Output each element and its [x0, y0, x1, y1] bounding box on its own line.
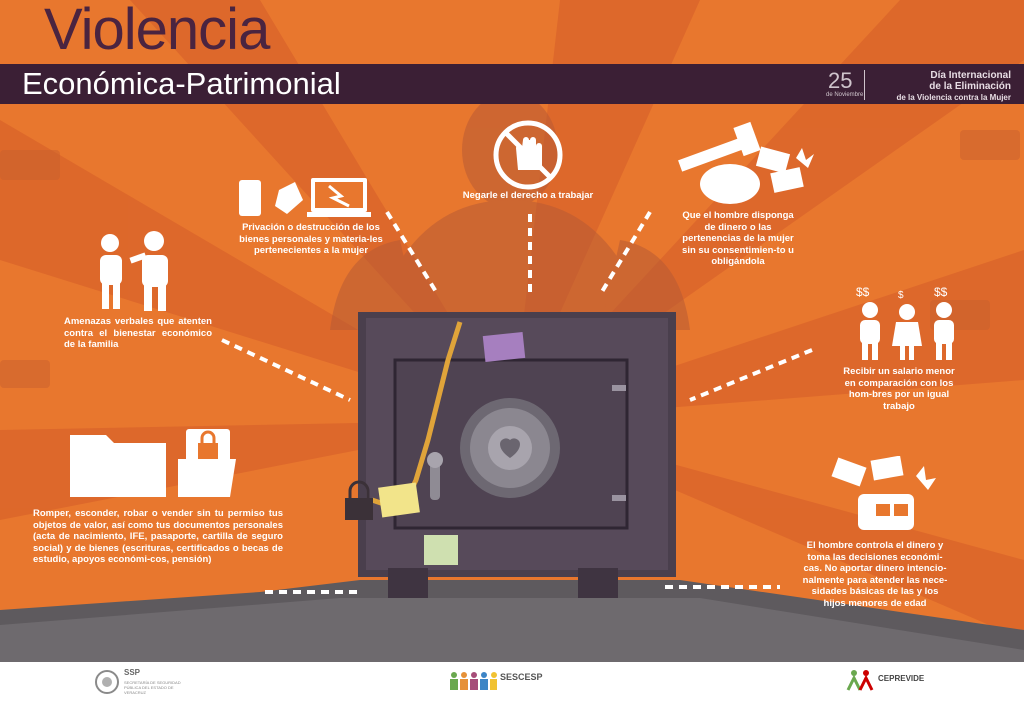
title-band: [0, 64, 1024, 104]
no-hand-icon: [493, 120, 563, 190]
date-month: de Noviembre: [826, 92, 864, 98]
verbal-threat-icon: [100, 231, 168, 311]
state-seal-icon: [95, 670, 119, 694]
ssp-subtitle: SECRETARÍA DE SEGURIDAD PÚBLICA DEL ESTA…: [124, 680, 181, 695]
folder-lock-icon: [70, 429, 236, 497]
date-divider: [864, 70, 865, 100]
event-line-1: Día Internacional: [930, 70, 1011, 81]
threats-text: Amenazas verbales que atenten contra el …: [64, 316, 212, 350]
svg-text:$: $: [898, 290, 904, 301]
salary-gap-icon: $$ $ $$: [856, 285, 954, 360]
salary-text: Recibir un salario menor en comparación …: [843, 366, 955, 412]
money-wallet-icon: [831, 456, 936, 530]
destruction-text: Privación o destrucción de los bienes pe…: [239, 222, 383, 256]
sescesp-logo: SESCESP: [500, 672, 543, 682]
svg-text:$$: $$: [856, 285, 870, 299]
ssp-logo: SSP: [124, 668, 141, 677]
hammer-piggybank-icon: [678, 121, 814, 204]
work-text: Negarle el derecho a trabajar: [462, 190, 594, 201]
event-line-3: de la Violencia contra la Mujer: [896, 93, 1011, 102]
safe-illustration: [345, 312, 676, 598]
money-control-text: Que el hombre disponga de dinero o las p…: [682, 210, 794, 267]
ceprevide-logo: CEPREVIDE: [878, 674, 925, 683]
date-number: 25: [828, 68, 853, 93]
page-title: Violencia: [44, 0, 270, 62]
belongings-text: Romper, esconder, robar o vender sin tu …: [33, 508, 283, 565]
ceprevide-people-icon: [846, 670, 874, 691]
economic-control-text: El hombre controla el dinero y toma las …: [802, 540, 948, 609]
sescesp-people-icon: [450, 672, 497, 690]
event-line-2: de la Eliminación: [929, 81, 1011, 92]
event-name: Día Internacional de la Eliminación de l…: [871, 70, 1011, 103]
destroyed-property-icon: [239, 178, 371, 217]
page-subtitle: Económica-Patrimonial: [22, 66, 341, 101]
svg-text:$$: $$: [934, 285, 948, 299]
